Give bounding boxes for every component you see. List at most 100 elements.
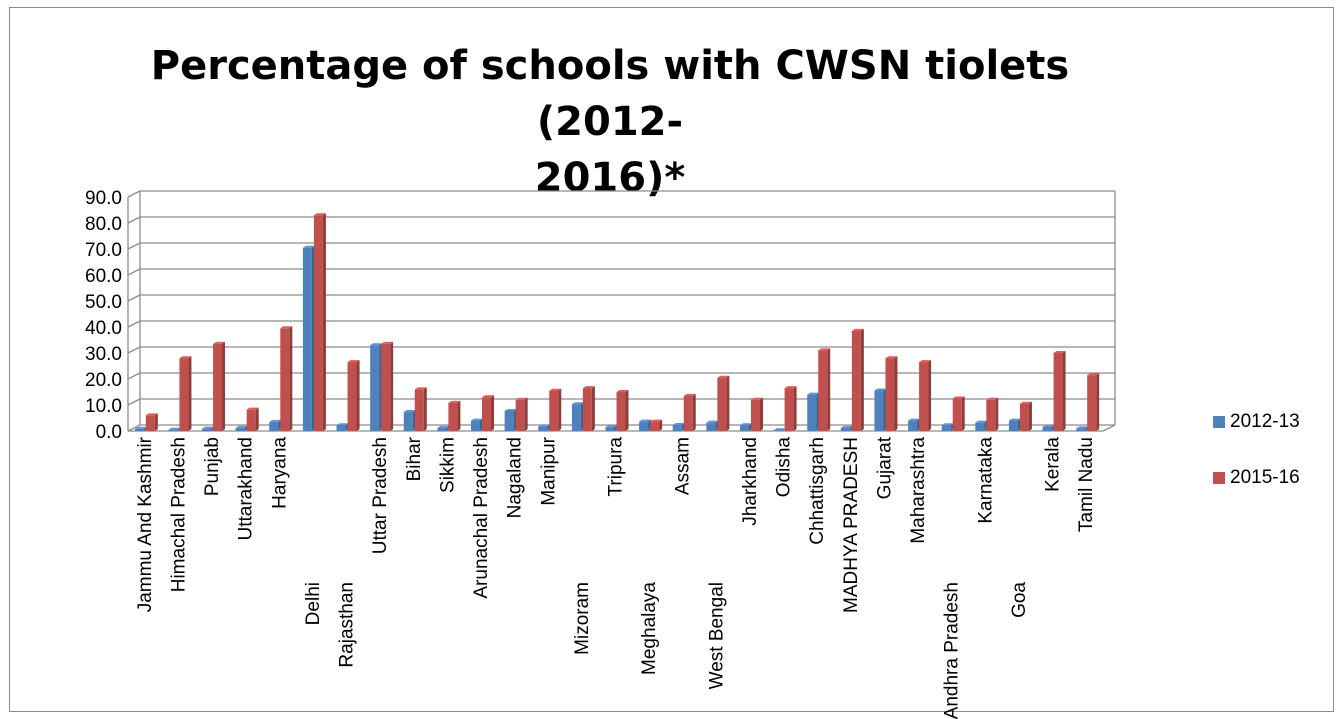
bar-2015-16-meghalaya-side	[659, 419, 663, 431]
bar-2015-16-maharashtra-side	[928, 360, 932, 431]
bar-2012-13-madhya-pradesh	[840, 427, 850, 431]
x-tick-label-assam: Assam	[673, 437, 694, 495]
y-tick-label: 0.0	[96, 422, 122, 443]
x-tick-label-chhattisgarh: Chhattisgarh	[807, 437, 828, 545]
bar-2015-16-bihar-top	[414, 387, 427, 390]
x-tick-label-manipur: Manipur	[538, 436, 559, 505]
bar-2015-16-andhra-pradesh-side	[961, 396, 965, 431]
legend-swatch-2015-16	[1213, 472, 1225, 484]
chart-title: Percentage of schools with CWSN tiolets …	[110, 38, 1110, 206]
bar-2015-16-haryana	[280, 328, 290, 431]
gridline-side	[127, 320, 141, 328]
bar-2015-16-kerala-side	[1062, 351, 1066, 431]
legend-item-2012-13: 2012-13	[1213, 407, 1300, 437]
bar-2012-13-uttar-pradesh	[370, 345, 380, 431]
bar-2015-16-gujarat-top	[885, 356, 898, 359]
bar-2015-16-west-bengal	[717, 377, 727, 431]
x-tick-label-kerala: Kerala	[1043, 437, 1064, 492]
bar-2015-16-rajasthan-top	[347, 360, 360, 363]
y-tick-label: 20.0	[85, 370, 122, 391]
bar-2012-13-rajasthan-top	[336, 423, 349, 426]
x-tick-label-madhya-pradesh: MADHYA PRADESH	[841, 437, 862, 613]
bar-2015-16-uttar-pradesh	[381, 343, 391, 431]
bar-2015-16-haryana-top	[280, 326, 293, 329]
bar-2015-16-west-bengal-side	[726, 375, 730, 431]
bar-2012-13-odisha	[773, 430, 783, 431]
bar-2015-16-mizoram-side	[591, 386, 595, 431]
bar-2015-16-jharkhand-top	[750, 397, 763, 400]
bar-2015-16-goa-side	[1028, 401, 1032, 431]
bar-2012-13-tripura	[605, 427, 615, 431]
bar-2015-16-karnataka-side	[995, 397, 999, 431]
bar-2015-16-assam	[683, 395, 693, 431]
bar-2015-16-sikkim	[448, 402, 458, 431]
bar-2015-16-arunachal-pradesh	[482, 397, 492, 431]
bar-2015-16-uttar-pradesh-top	[381, 341, 394, 344]
bar-2012-13-manipur	[538, 426, 548, 431]
bar-2015-16-maharashtra	[919, 362, 929, 431]
bar-2012-13-meghalaya	[639, 421, 649, 431]
bar-2015-16-jammu-and-kashmir-top	[145, 413, 158, 416]
bar-2012-13-maharashtra-top	[908, 418, 921, 421]
bar-2012-13-punjab-top	[202, 426, 215, 429]
x-tick-label-jammu-and-kashmir: Jammu And Kashmir	[135, 436, 156, 612]
bar-2015-16-sikkim-top	[448, 400, 461, 403]
y-tick-label: 40.0	[85, 318, 122, 339]
bar-2012-13-mizoram	[571, 404, 581, 431]
x-tick-label-rajasthan: Rajasthan	[337, 582, 358, 668]
bar-2015-16-odisha	[784, 388, 794, 431]
bar-2012-13-haryana	[269, 421, 279, 431]
x-tick-label-tamil-nadu: Tamil Nadu	[1076, 437, 1097, 532]
x-tick-label-uttar-pradesh: Uttar Pradesh	[370, 437, 391, 554]
x-tick-label-delhi: Delhi	[303, 582, 324, 625]
bar-2015-16-assam-top	[683, 393, 696, 396]
x-tick-label-goa: Goa	[1009, 582, 1030, 618]
bar-2012-13-delhi-top	[302, 245, 315, 248]
y-tick-label: 80.0	[85, 214, 122, 235]
x-tick-label-tripura: Tripura	[606, 437, 627, 497]
bar-2015-16-gujarat-side	[894, 356, 898, 431]
bar-2012-13-gujarat	[874, 390, 884, 431]
bar-2012-13-haryana-top	[269, 419, 282, 422]
bar-2015-16-meghalaya-top	[650, 419, 663, 422]
bar-2015-16-jammu-and-kashmir	[145, 415, 155, 431]
bar-2015-16-mizoram	[582, 388, 592, 431]
bar-2015-16-jammu-and-kashmir-side	[154, 413, 158, 431]
bar-2012-13-west-bengal	[706, 422, 716, 431]
bar-2015-16-uttarakhand	[246, 409, 256, 431]
bar-2015-16-punjab-top	[213, 341, 226, 344]
bar-2015-16-tripura-side	[625, 390, 629, 431]
bar-2012-13-jammu-and-kashmir-top	[134, 426, 147, 429]
bar-2015-16-odisha-top	[784, 386, 797, 389]
bar-2015-16-delhi-top	[313, 213, 326, 216]
bar-2015-16-himachal-pradesh-side	[188, 356, 192, 431]
gridline-side	[127, 372, 141, 380]
bar-2015-16-himachal-pradesh-top	[179, 356, 192, 359]
bar-2015-16-arunachal-pradesh-side	[491, 395, 495, 431]
legend-swatch-2012-13	[1213, 416, 1225, 428]
bar-2015-16-chhattisgarh-side	[827, 348, 831, 431]
bar-2012-13-goa	[1008, 420, 1018, 431]
bar-2012-13-assam-top	[672, 423, 685, 426]
bar-2015-16-manipur	[549, 390, 559, 431]
bar-2015-16-tamil-nadu	[1087, 375, 1097, 431]
bar-2012-13-karnataka-top	[975, 420, 988, 423]
y-tick-label: 50.0	[85, 292, 122, 313]
x-tick-label-karnataka: Karnataka	[975, 437, 996, 524]
bar-2015-16-meghalaya	[650, 421, 660, 431]
x-tick-label-haryana: Haryana	[269, 437, 290, 509]
gridline-side	[127, 294, 141, 302]
bar-2012-13-odisha-top	[773, 428, 786, 431]
bar-2012-13-goa-top	[1008, 418, 1021, 421]
bar-2012-13-jharkhand	[739, 425, 749, 431]
bar-2012-13-tamil-nadu	[1076, 428, 1086, 431]
legend-label-2012-13: 2012-13	[1230, 411, 1300, 432]
chart-title-line-1: Percentage of schools with CWSN tiolets …	[150, 43, 1070, 145]
bar-2015-16-bihar	[414, 389, 424, 431]
bar-2012-13-bihar	[403, 412, 413, 431]
bar-2015-16-west-bengal-top	[717, 375, 730, 378]
legend: 2012-13 2015-16	[1213, 407, 1300, 519]
chart-title-line-2: 2016)*	[534, 155, 686, 201]
bar-2015-16-jharkhand-side	[759, 397, 763, 431]
x-tick-label-jharkhand: Jharkhand	[740, 437, 761, 526]
